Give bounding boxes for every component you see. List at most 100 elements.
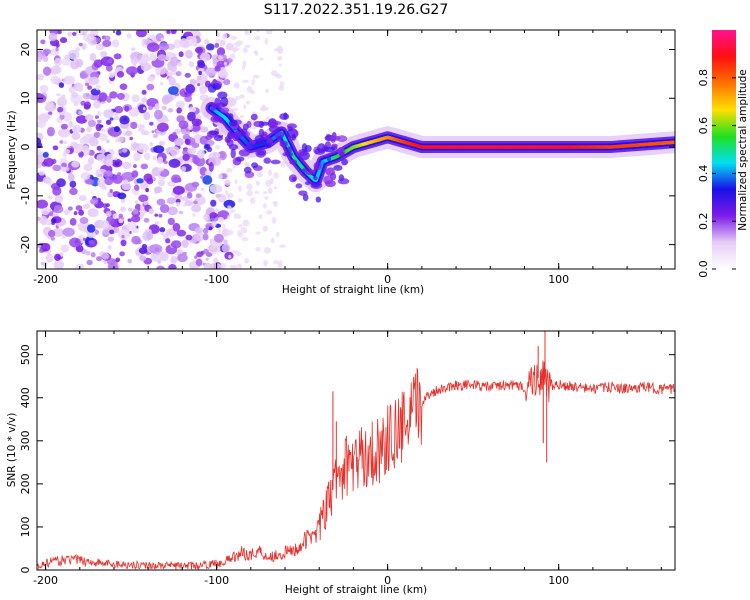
ridge-blob <box>323 175 333 185</box>
noise-blob <box>181 196 189 202</box>
noise-blob <box>195 46 203 54</box>
noise-blob <box>175 71 182 77</box>
ridge-blob <box>207 83 217 93</box>
noise-blob <box>43 56 49 63</box>
noise-blob <box>40 261 44 266</box>
noise-blob <box>242 60 247 67</box>
noise-blob <box>255 231 261 235</box>
noise-blob <box>212 257 219 264</box>
noise-blob <box>187 111 196 122</box>
noise-blob <box>273 260 280 265</box>
noise-blob <box>112 213 118 220</box>
noise-blob <box>93 100 101 109</box>
noise-blob <box>223 78 231 86</box>
noise-blob <box>82 33 95 43</box>
noise-blob <box>67 49 80 60</box>
noise-blob <box>176 229 187 237</box>
noise-blob <box>55 47 59 52</box>
noise-blob <box>109 189 113 193</box>
noise-blob <box>159 81 164 86</box>
noise-blob <box>68 86 76 94</box>
ridge-blob <box>323 146 336 153</box>
noise-blob <box>278 63 282 67</box>
noise-blob <box>215 38 221 43</box>
snr-frame <box>36 330 676 571</box>
noise-blob <box>114 116 120 121</box>
colorbar-ticks: 0.0 0.2 0.4 0.6 0.8 <box>697 69 736 278</box>
noise-blob <box>92 233 97 237</box>
noise-blob <box>160 37 165 42</box>
noise-blob <box>249 197 256 205</box>
noise-blob <box>129 136 133 141</box>
noise-blob <box>86 259 93 266</box>
noise-blob <box>61 234 66 239</box>
noise-blob <box>111 174 123 184</box>
noise-blob <box>155 251 160 256</box>
noise-blob <box>69 237 81 248</box>
noise-blob <box>158 140 166 146</box>
noise-blob <box>131 235 141 245</box>
noise-blob <box>114 112 118 117</box>
spectrogram-xtick-label: 0 <box>384 273 391 286</box>
ridge-blob <box>270 159 281 165</box>
noise-blob <box>37 199 49 209</box>
noise-blob <box>157 179 166 187</box>
noise-blob <box>192 213 196 217</box>
noise-blob <box>167 108 174 113</box>
ridge-blob <box>230 148 236 159</box>
noise-blob <box>121 182 132 190</box>
noise-blob <box>107 191 114 198</box>
noise-blob <box>242 79 249 83</box>
noise-blob <box>48 229 56 238</box>
noise-blob <box>78 42 83 47</box>
noise-blob <box>147 76 155 82</box>
noise-blob <box>217 196 224 201</box>
noise-blob <box>167 76 175 83</box>
noise-blob <box>54 194 64 203</box>
noise-blob <box>186 191 193 199</box>
noise-blob <box>185 84 196 94</box>
noise-blob <box>71 91 78 98</box>
noise-blob <box>120 206 126 213</box>
noise-blob <box>185 234 193 241</box>
noise-blob <box>95 84 101 91</box>
noise-blob <box>267 187 273 194</box>
ridge-blob <box>286 123 297 130</box>
noise-blob <box>81 32 86 36</box>
noise-blob <box>171 174 181 184</box>
ridge-blob <box>261 131 268 136</box>
spectrogram-xtick-label: 100 <box>548 273 569 286</box>
noise-blob <box>131 215 141 223</box>
ridge-blob <box>205 134 213 141</box>
noise-blob <box>78 194 87 202</box>
noise-blob <box>141 97 148 103</box>
noise-blob <box>69 217 77 226</box>
noise-blob <box>242 47 248 53</box>
noise-blob <box>71 132 81 140</box>
ridge-blob <box>206 146 213 153</box>
noise-blob <box>95 123 102 132</box>
noise-blob <box>264 196 269 200</box>
noise-blob <box>50 75 59 85</box>
noise-blob <box>75 205 83 211</box>
noise-blob <box>88 239 95 246</box>
noise-blob <box>121 234 125 239</box>
noise-blob <box>60 166 67 172</box>
noise-blob <box>178 210 184 215</box>
noise-blob <box>48 32 58 42</box>
noise-blob <box>273 201 278 208</box>
ridge-blob <box>232 132 239 142</box>
noise-blob <box>107 58 113 64</box>
ridge-blob <box>267 119 279 129</box>
noise-blob <box>155 65 168 75</box>
noise-blob <box>169 146 180 156</box>
noise-blob <box>39 84 49 93</box>
noise-blob <box>52 164 62 172</box>
noise-blob <box>105 119 112 125</box>
noise-blob <box>159 251 169 262</box>
noise-blob <box>127 218 132 222</box>
noise-blob <box>203 213 210 221</box>
noise-blob <box>213 233 224 243</box>
